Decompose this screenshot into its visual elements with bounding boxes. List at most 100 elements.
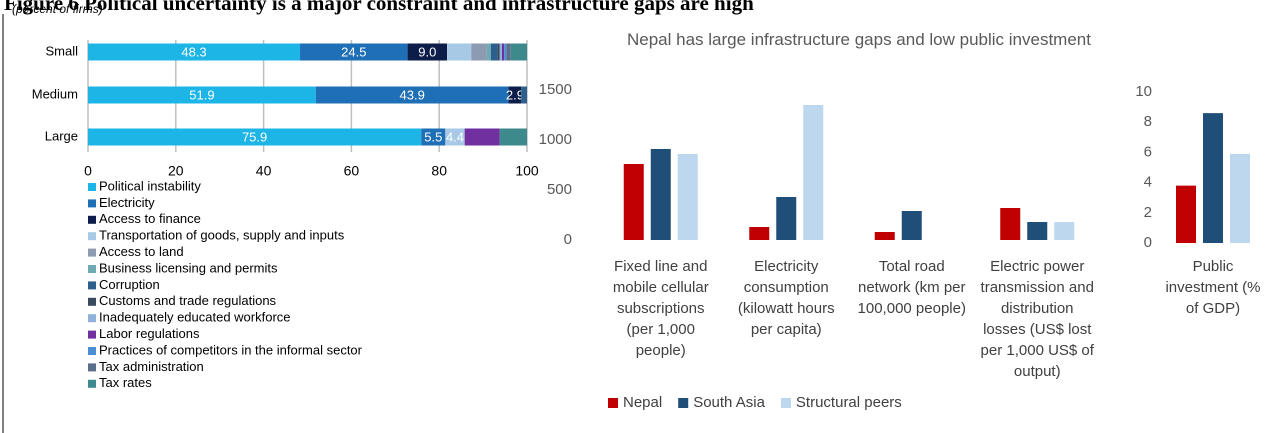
legend-swatch bbox=[88, 347, 96, 355]
legend-label: Nepal bbox=[623, 394, 662, 411]
bar bbox=[623, 164, 644, 240]
bar-segment bbox=[315, 86, 509, 104]
y-tick-label: Small bbox=[45, 43, 78, 58]
legend-label: Electricity bbox=[99, 195, 155, 210]
legend-swatch bbox=[88, 183, 96, 191]
legend-label: Practices of competitors in the informal… bbox=[99, 342, 363, 357]
legend-swatch bbox=[678, 398, 689, 408]
bar bbox=[749, 227, 770, 240]
x-tick-label: Electric power transmission and distribu… bbox=[980, 258, 1094, 380]
bar-segment bbox=[499, 43, 502, 61]
legend-swatch bbox=[88, 297, 96, 306]
legend-swatch bbox=[88, 265, 96, 273]
x-tick-label: Public investment (% of GDP) bbox=[1165, 258, 1261, 317]
bar-segment bbox=[447, 43, 472, 61]
data-label: 48.3 bbox=[181, 44, 206, 59]
bar bbox=[803, 105, 824, 240]
bar-segment bbox=[497, 43, 500, 61]
bar-segment bbox=[510, 43, 527, 61]
chart-title: Nepal has large infrastructure gaps and … bbox=[627, 30, 1091, 49]
legend-swatch bbox=[88, 199, 96, 208]
x-tick-label: 80 bbox=[431, 163, 447, 179]
data-label: 24.5 bbox=[341, 44, 366, 59]
legend-label: Customs and trade regulations bbox=[99, 293, 277, 308]
x-tick-label: 100 bbox=[515, 163, 539, 179]
legend-label: Transportation of goods, supply and inpu… bbox=[99, 228, 345, 243]
bar bbox=[1203, 113, 1223, 243]
bar-segment bbox=[471, 43, 487, 61]
bar-segment bbox=[501, 43, 505, 61]
data-label: 5.5 bbox=[424, 129, 442, 144]
data-label: 9.0 bbox=[418, 44, 436, 59]
bar-segment bbox=[464, 128, 500, 146]
y-tick-label: 6 bbox=[1144, 143, 1152, 160]
legend-label: Business licensing and permits bbox=[99, 260, 278, 275]
y-tick-label: Large bbox=[45, 128, 78, 143]
y-tick-label: 500 bbox=[547, 181, 572, 198]
legend-label: Labor regulations bbox=[99, 326, 200, 341]
x-tick-label: 0 bbox=[84, 163, 92, 179]
legend-label: Political instability bbox=[99, 178, 201, 193]
bar bbox=[650, 149, 671, 240]
bar-segment bbox=[506, 43, 511, 61]
x-tick-label: 60 bbox=[344, 163, 360, 179]
data-label: 51.9 bbox=[189, 87, 214, 102]
y-tick-label: 0 bbox=[564, 231, 572, 248]
x-tick-label: 20 bbox=[168, 163, 184, 179]
bar bbox=[874, 232, 895, 240]
bar-segment bbox=[508, 86, 522, 104]
legend-swatch bbox=[88, 379, 96, 388]
x-tick-label: Total road network (km per 100,000 peopl… bbox=[857, 258, 966, 317]
y-tick-label: 2 bbox=[1144, 204, 1152, 221]
bar bbox=[901, 211, 922, 240]
y-tick-label: 8 bbox=[1144, 113, 1152, 130]
y-tick-label: Medium bbox=[32, 86, 78, 101]
legend-label: Structural peers bbox=[796, 394, 902, 411]
bar-segment bbox=[421, 128, 446, 146]
y-tick-label: 0 bbox=[1144, 234, 1152, 251]
data-label: 2.9 bbox=[506, 87, 524, 102]
legend-swatch bbox=[88, 232, 96, 241]
bar bbox=[1176, 185, 1196, 243]
legend-swatch bbox=[88, 281, 96, 290]
bar-segment bbox=[88, 128, 422, 146]
subtitle: (percent of firms) bbox=[12, 2, 103, 16]
legend-label: Tax rates bbox=[99, 375, 152, 390]
x-tick-label: Electricity consumption (kilowatt hours … bbox=[737, 258, 835, 338]
y-tick-label: 1000 bbox=[539, 131, 572, 148]
bar-segment bbox=[300, 43, 408, 61]
bar-segment bbox=[521, 86, 527, 104]
bar-segment bbox=[504, 43, 507, 61]
bar-segment bbox=[486, 43, 492, 61]
bar-segment bbox=[445, 128, 465, 146]
legend-swatch bbox=[88, 314, 96, 323]
bar bbox=[1000, 208, 1021, 240]
x-tick-label: 40 bbox=[256, 163, 272, 179]
bar-segment bbox=[491, 43, 498, 61]
legend-swatch bbox=[88, 248, 96, 257]
bar bbox=[776, 197, 797, 240]
legend-label: Access to land bbox=[99, 244, 184, 259]
data-label: 75.9 bbox=[242, 129, 267, 144]
bar bbox=[1027, 222, 1048, 240]
legend-swatch bbox=[88, 330, 96, 339]
legend-label: Corruption bbox=[99, 277, 160, 292]
legend-label: Access to finance bbox=[99, 211, 201, 226]
bar bbox=[677, 154, 698, 240]
bar-segment bbox=[499, 128, 527, 146]
legend-swatch bbox=[608, 398, 618, 408]
legend-swatch bbox=[88, 215, 96, 224]
data-label: 4.4 bbox=[446, 129, 464, 144]
legend-label: Inadequately educated workforce bbox=[99, 310, 291, 325]
y-tick-label: 4 bbox=[1144, 174, 1152, 191]
bar-segment bbox=[407, 43, 448, 61]
legend-label: Tax administration bbox=[99, 359, 204, 374]
data-label: 43.9 bbox=[400, 87, 425, 102]
legend-label: South Asia bbox=[693, 394, 765, 411]
legend-swatch bbox=[88, 363, 96, 372]
bar bbox=[1054, 222, 1075, 240]
x-tick-label: Fixed line and mobile cellular subscript… bbox=[612, 258, 709, 359]
figure-title: Figure 6 Political uncertainty is a majo… bbox=[4, 0, 754, 15]
legend-swatch bbox=[780, 398, 791, 408]
